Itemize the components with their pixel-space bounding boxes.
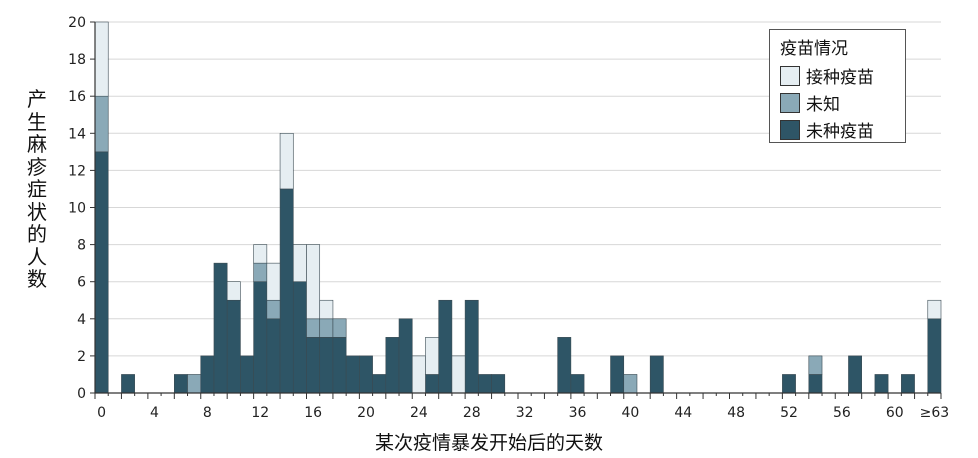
bar-segment-未知 xyxy=(187,374,202,394)
y-axis-label: 产生麻疹症状的人数 xyxy=(27,87,47,291)
bar-segment-未知 xyxy=(94,95,109,153)
bar-segment-未种疫苗 xyxy=(874,374,889,394)
legend-swatch-unvaccinated xyxy=(780,119,800,140)
legend-swatch-vaccinated xyxy=(780,65,800,86)
bar-segment-未种疫苗 xyxy=(266,318,281,394)
bar-segment-未种疫苗 xyxy=(808,374,823,394)
x-tick-label: 28 xyxy=(463,405,481,421)
x-tick-label: 24 xyxy=(410,405,428,421)
bar-segment-未知 xyxy=(253,262,268,282)
y-tick-label: 14 xyxy=(68,126,86,142)
bar-segment-未种疫苗 xyxy=(332,337,347,394)
y-tick-label: 2 xyxy=(77,349,86,365)
bar-segment-未种疫苗 xyxy=(478,374,492,394)
y-tick-label: 10 xyxy=(68,201,86,217)
legend-label-vaccinated: 接种疫苗 xyxy=(806,68,874,88)
bar-segment-未种疫苗 xyxy=(927,318,942,394)
bar-segment-未种疫苗 xyxy=(372,374,387,394)
bar-segment-未种疫苗 xyxy=(319,337,334,394)
bar-segment-未种疫苗 xyxy=(491,374,506,394)
x-tick-label: 0 xyxy=(97,405,106,421)
x-tick-label: 16 xyxy=(304,405,322,421)
bar-segment-接种疫苗 xyxy=(279,133,294,190)
x-tick-label: ≥63 xyxy=(920,405,950,421)
legend-label-unvaccinated: 未种疫苗 xyxy=(806,122,874,142)
bar-segment-未知 xyxy=(319,318,334,338)
y-tick-label: 20 xyxy=(68,15,86,31)
x-tick-label: 56 xyxy=(833,405,851,421)
y-tick-label: 18 xyxy=(68,52,86,68)
bar-segment-接种疫苗 xyxy=(319,299,334,320)
bar-segment-未种疫苗 xyxy=(306,337,321,394)
bar-segment-未种疫苗 xyxy=(94,151,109,394)
bar-segment-未种疫苗 xyxy=(240,355,254,394)
legend-item-unvaccinated: 未种疫苗 xyxy=(780,116,895,143)
x-tick-label: 8 xyxy=(203,405,212,421)
bar-segment-未种疫苗 xyxy=(782,374,796,394)
bar-segment-未种疫苗 xyxy=(570,374,585,394)
bar-segment-接种疫苗 xyxy=(411,355,426,394)
bar-segment-接种疫苗 xyxy=(266,262,281,301)
x-tick-label: 12 xyxy=(251,405,269,421)
x-tick-label: 60 xyxy=(886,405,904,421)
bar-segment-未种疫苗 xyxy=(464,299,479,394)
bar-segment-未种疫苗 xyxy=(385,337,400,394)
bar-segment-未种疫苗 xyxy=(345,355,360,394)
bar-segment-未知 xyxy=(623,374,638,394)
y-tick-label: 8 xyxy=(77,238,86,254)
bar-segment-接种疫苗 xyxy=(927,299,942,320)
bar-segment-未种疫苗 xyxy=(174,374,188,394)
x-axis-label: 某次疫情暴发开始后的天数 xyxy=(374,432,603,454)
legend-swatch-unknown xyxy=(780,92,800,113)
bar-segment-未种疫苗 xyxy=(213,262,228,394)
bar-segment-未种疫苗 xyxy=(200,355,215,394)
x-tick-label: 44 xyxy=(674,405,692,421)
bar-segment-未种疫苗 xyxy=(292,281,307,394)
bar-segment-接种疫苗 xyxy=(226,281,241,301)
bar-segment-未种疫苗 xyxy=(438,299,453,394)
x-tick-label: 52 xyxy=(780,405,798,421)
bar-segment-未种疫苗 xyxy=(398,318,413,394)
bar-segment-未种疫苗 xyxy=(848,355,862,394)
bar-segment-接种疫苗 xyxy=(253,244,268,264)
x-tick-label: 32 xyxy=(516,405,534,421)
bar-segment-未种疫苗 xyxy=(610,355,625,394)
x-tick-label: 36 xyxy=(569,405,587,421)
bar-segment-接种疫苗 xyxy=(94,21,109,97)
bar-segment-未知 xyxy=(332,318,347,338)
bar-segment-未种疫苗 xyxy=(359,355,373,394)
legend: 疫苗情况 接种疫苗 未知 未种疫苗 xyxy=(769,29,906,143)
bar-segment-未种疫苗 xyxy=(649,355,664,394)
bar-segment-未种疫苗 xyxy=(557,337,572,394)
y-tick-label: 12 xyxy=(68,163,86,179)
x-tick-label: 4 xyxy=(150,405,159,421)
legend-label-unknown: 未知 xyxy=(806,95,840,115)
bar-segment-接种疫苗 xyxy=(425,337,439,375)
bar-segment-未知 xyxy=(266,299,281,320)
bar-segment-未知 xyxy=(306,318,321,338)
bar-segment-未种疫苗 xyxy=(901,374,915,394)
bar-segment-接种疫苗 xyxy=(451,355,466,394)
bar-segment-未种疫苗 xyxy=(425,374,439,394)
bar-segment-未种疫苗 xyxy=(121,374,135,394)
x-tick-label: 48 xyxy=(727,405,745,421)
x-tick-label: 20 xyxy=(357,405,375,421)
bar-segment-未知 xyxy=(808,355,823,375)
bar-segment-未种疫苗 xyxy=(226,299,241,394)
bar-segment-未种疫苗 xyxy=(279,188,294,394)
y-tick-label: 16 xyxy=(68,89,86,105)
bar-segment-未种疫苗 xyxy=(253,281,268,394)
legend-item-vaccinated: 接种疫苗 xyxy=(780,62,895,89)
y-tick-label: 6 xyxy=(77,275,86,291)
y-tick-label: 4 xyxy=(77,312,86,328)
bar-segment-接种疫苗 xyxy=(292,244,307,283)
legend-title: 疫苗情况 xyxy=(780,39,848,59)
legend-item-unknown: 未知 xyxy=(780,89,895,116)
bar-segment-接种疫苗 xyxy=(306,244,321,320)
x-tick-label: 40 xyxy=(621,405,639,421)
y-tick-label: 0 xyxy=(77,386,86,402)
